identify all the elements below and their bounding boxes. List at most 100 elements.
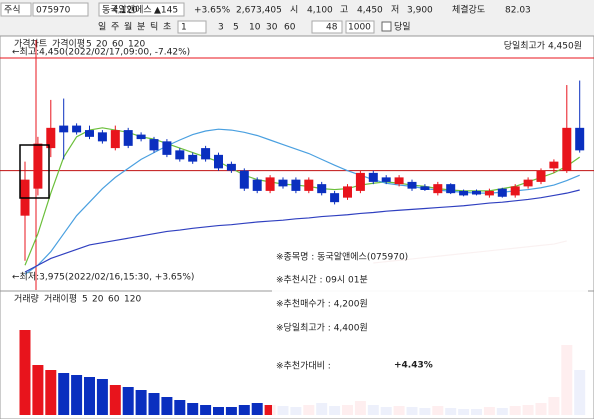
candle-body (33, 143, 43, 189)
legend-entry: 60 (112, 40, 124, 50)
change: ▲145 (154, 6, 178, 16)
volume-bar (84, 377, 95, 415)
candle-body (175, 150, 185, 160)
today: 당일 (394, 22, 411, 33)
candle-body (459, 190, 469, 196)
minute-button[interactable]: 10 (249, 23, 261, 33)
volume: 2,673,405 (236, 6, 282, 16)
volume-bar (58, 373, 70, 415)
open-label: 시 (290, 5, 298, 16)
rate: +3.65% (194, 6, 231, 16)
candle-body (252, 179, 262, 191)
volume-ma-label: 거래이평 (44, 294, 77, 305)
candle-body (149, 139, 159, 151)
volume-bar (71, 375, 83, 415)
name: 동국알앤에스 (102, 5, 152, 16)
minute-button[interactable]: 3 (218, 23, 224, 33)
candle-body (110, 130, 120, 149)
candle-body (214, 154, 223, 169)
unit-select[interactable] (177, 20, 207, 34)
overlay-gain: +4.43% (394, 361, 433, 371)
market: 주식 (4, 5, 21, 16)
name-box (98, 2, 185, 17)
overlay-line: ※추천매수가 : 4,200원 (276, 299, 368, 310)
minute-button[interactable]: 5 (233, 23, 239, 33)
max-count: 1000 (348, 23, 371, 33)
candle-body (446, 184, 456, 194)
candle-body (97, 132, 107, 142)
minute-button[interactable]: 30 (266, 23, 278, 33)
volume-bar (135, 390, 147, 415)
overlay-line: ※당일최고가 : 4,400원 (276, 323, 368, 334)
high-note: ←최고:4,450(2022/02/17,09:00, -7.42%) (12, 47, 190, 58)
candle-body (226, 163, 236, 171)
candle-body (46, 127, 56, 149)
candle-body (407, 181, 417, 189)
period-button[interactable]: 월 (124, 21, 132, 33)
candle-body (549, 161, 559, 169)
volume-bar (225, 407, 237, 415)
volume-bar (174, 400, 186, 415)
candle-body (575, 127, 585, 151)
code: 075970 (36, 6, 71, 16)
volume-legend-entry: 20 (92, 295, 104, 305)
high-label: 고 (340, 6, 348, 16)
today-checkbox[interactable] (381, 21, 392, 32)
candle-body (562, 127, 572, 171)
period-button[interactable]: 주 (111, 22, 119, 33)
candle-body (330, 193, 340, 203)
legend-entry: 120 (128, 40, 145, 50)
candle-body (523, 179, 533, 187)
overlay-box (272, 240, 588, 417)
candle-body (472, 190, 481, 195)
volume-bar (109, 385, 121, 415)
candle-body (394, 177, 404, 185)
period-button[interactable]: 초 (163, 22, 171, 33)
candle-body (343, 186, 352, 198)
minute-button[interactable]: 60 (284, 23, 296, 33)
volume-legend-entry: 60 (108, 295, 120, 305)
candle-body (368, 172, 378, 182)
volume-bar (148, 393, 160, 415)
candle-body (59, 125, 69, 133)
candle-body (381, 177, 391, 182)
legend-entry: 5 (86, 40, 92, 50)
count-input[interactable] (311, 20, 343, 34)
candle-body (85, 130, 94, 137)
ma-line (24, 189, 580, 273)
volume-bar (122, 387, 134, 415)
period-button[interactable]: 분 (137, 22, 145, 33)
volume-bar (264, 405, 276, 415)
candle-body (201, 148, 211, 160)
code-input[interactable] (32, 2, 89, 17)
candle-body (510, 186, 520, 196)
low-label: 저 (391, 5, 399, 16)
candle-body (304, 179, 314, 191)
count: 48 (326, 23, 338, 33)
market-select[interactable] (0, 2, 32, 17)
volume-bar (19, 330, 31, 415)
low: 3,900 (407, 6, 433, 16)
ma-label: 가격이평 (52, 38, 85, 50)
volume-bar (96, 379, 108, 415)
candle-body (72, 125, 82, 133)
candle-body (239, 170, 249, 189)
overlay-line: ※추천시간 : 09시 01분 (276, 275, 368, 286)
legend-entry: 20 (96, 40, 108, 50)
volume-bar (213, 407, 224, 415)
candle-body (291, 179, 301, 191)
candle-body (123, 130, 133, 146)
unit: 1 (181, 23, 187, 33)
volume-bar (200, 405, 212, 415)
candle-body (265, 177, 275, 191)
candle-body (188, 154, 198, 162)
volume-bar (187, 403, 199, 415)
max-input[interactable] (345, 20, 375, 34)
legend-title: 가격차트 (14, 38, 47, 50)
period-button[interactable]: 일 (98, 22, 106, 33)
high: 4,450 (357, 6, 383, 16)
volume-legend-entry: 5 (82, 295, 88, 305)
candle-body (317, 184, 327, 194)
period-button[interactable]: 틱 (150, 21, 158, 33)
volume-bar (251, 403, 263, 415)
